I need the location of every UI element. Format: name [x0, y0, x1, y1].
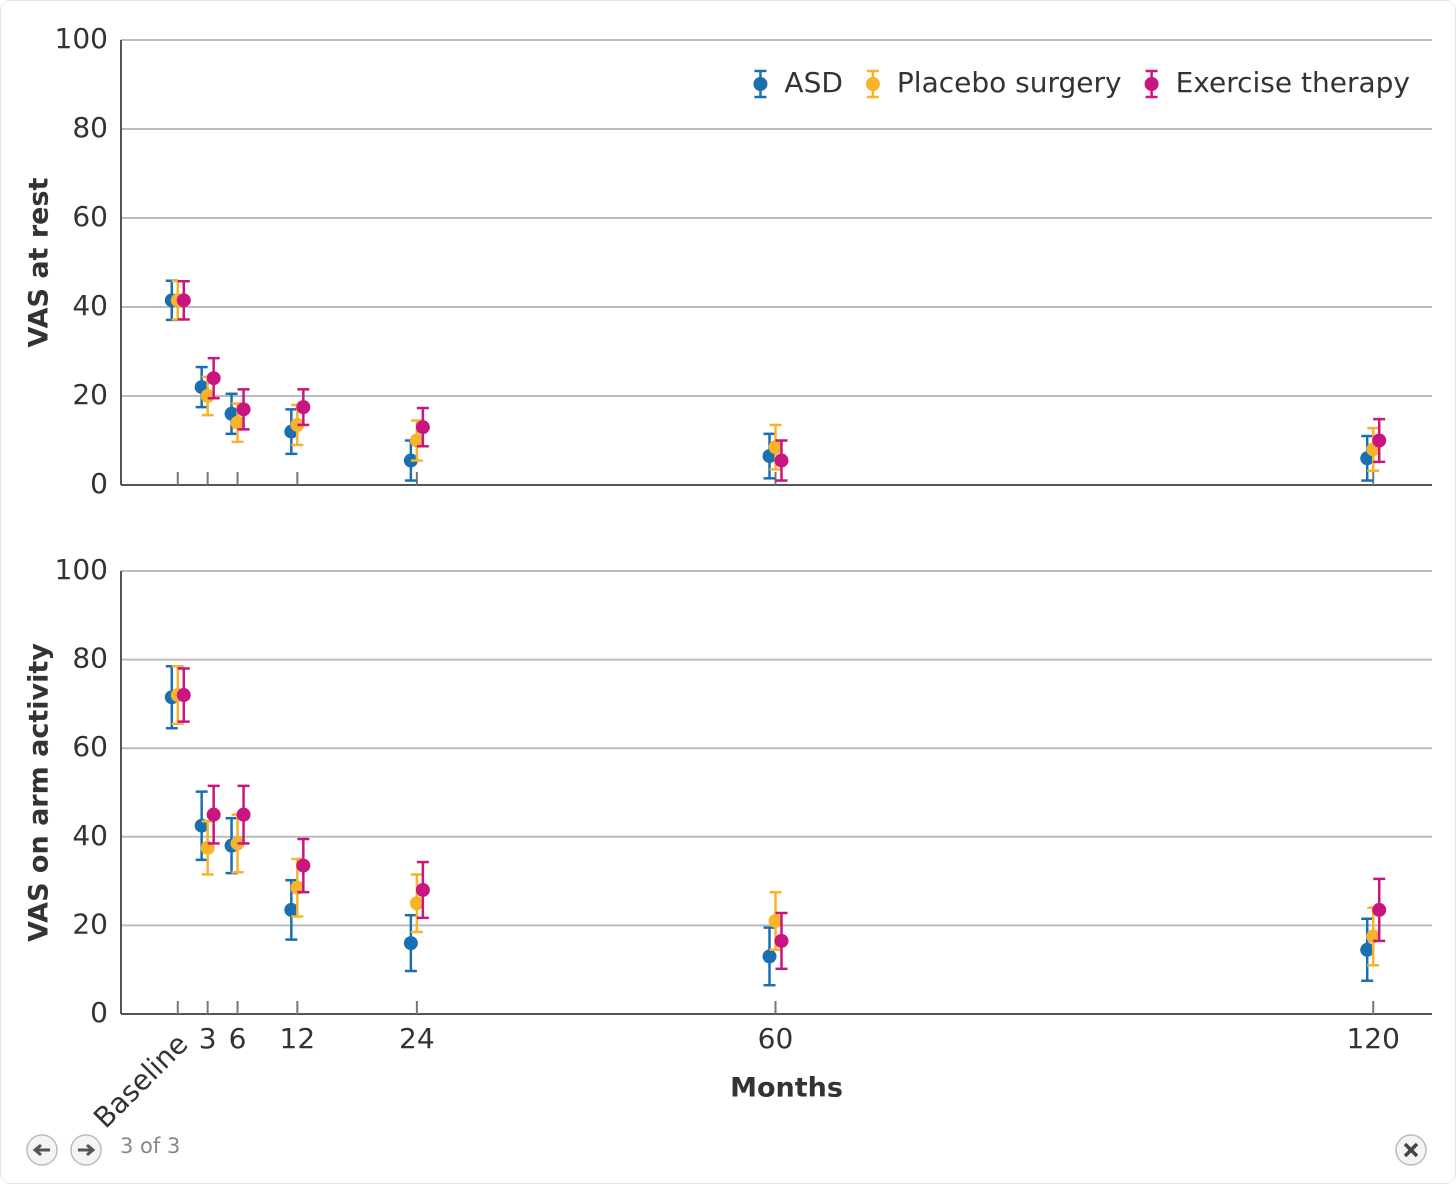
y-tick-label: 60: [72, 730, 108, 763]
prev-button[interactable]: [26, 1134, 58, 1166]
point: [296, 400, 311, 415]
legend-item: Exercise therapy: [1144, 66, 1410, 99]
point: [284, 902, 299, 917]
point: [768, 440, 783, 455]
point: [230, 415, 245, 430]
x-tick-label: 120: [1346, 1022, 1399, 1055]
point: [1372, 902, 1387, 917]
point: [206, 371, 221, 386]
x-tick-label: 12: [280, 1022, 316, 1055]
point: [774, 933, 789, 948]
y-tick-label: 0: [90, 996, 108, 1029]
x-tick-label: 24: [399, 1022, 435, 1055]
legend-marker: [1144, 77, 1159, 91]
legend-item: ASD: [753, 66, 843, 99]
point: [176, 293, 191, 308]
x-axis-label: Months: [730, 1073, 843, 1104]
point: [415, 882, 430, 897]
next-button[interactable]: [70, 1134, 102, 1166]
point: [409, 433, 424, 448]
y-tick-label: 60: [72, 200, 108, 233]
y-tick-label: 80: [72, 111, 108, 144]
point: [409, 896, 424, 911]
point: [200, 389, 215, 403]
point: [236, 807, 251, 822]
point: [768, 913, 783, 928]
y-tick-label: 40: [72, 819, 108, 852]
page-counter: 3 of 3: [120, 1134, 180, 1158]
point: [762, 949, 777, 964]
y-tick-label: 100: [55, 553, 108, 586]
legend-label: Exercise therapy: [1176, 66, 1410, 99]
x-tick-label: 6: [229, 1022, 247, 1055]
legend-label: ASD: [784, 66, 843, 99]
x-tick-label: 3: [199, 1022, 217, 1055]
point: [206, 807, 221, 822]
y-tick-label: 100: [55, 22, 108, 55]
x-tick-label: 60: [758, 1022, 794, 1055]
legend-item: Placebo surgery: [865, 66, 1122, 99]
point: [296, 858, 311, 873]
point: [415, 420, 430, 435]
y-axis-label: VAS at rest: [24, 177, 55, 347]
y-tick-label: 20: [72, 907, 108, 940]
y-tick-label: 80: [72, 642, 108, 675]
y-axis-label: VAS on arm activity: [24, 643, 55, 942]
y-tick-label: 0: [90, 467, 108, 500]
point: [403, 936, 418, 951]
legend-marker: [865, 77, 880, 91]
point: [1372, 433, 1387, 448]
point: [176, 688, 191, 703]
legend-marker: [753, 77, 768, 91]
point: [774, 453, 789, 468]
y-tick-label: 40: [72, 289, 108, 322]
close-button[interactable]: [1395, 1134, 1427, 1166]
point: [236, 402, 251, 417]
y-tick-label: 20: [72, 378, 108, 411]
point: [1360, 942, 1375, 957]
legend-label: Placebo surgery: [897, 66, 1122, 99]
